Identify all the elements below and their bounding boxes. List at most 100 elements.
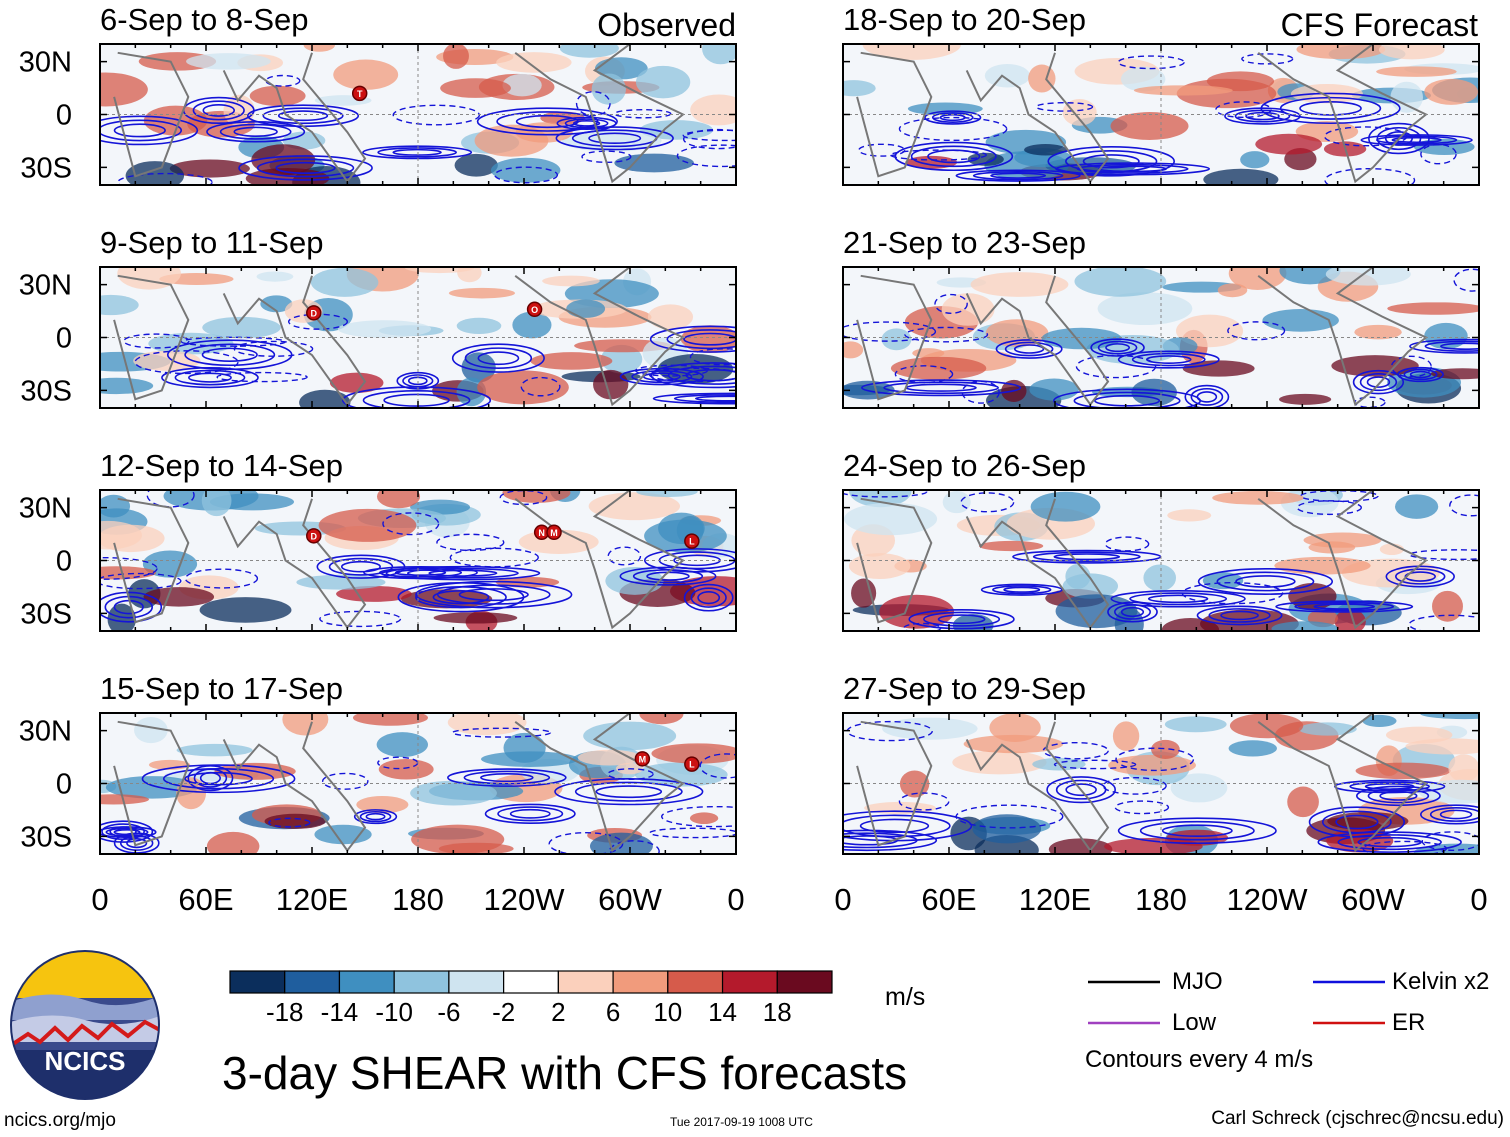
shear-blob <box>647 304 694 330</box>
shear-blob <box>1203 168 1279 185</box>
kelvin-dashed-contour <box>858 143 906 157</box>
kelvin-dashed-contour <box>607 768 654 781</box>
kelvin-contour <box>673 394 736 404</box>
legend-note: Contours every 4 m/s <box>1085 1046 1314 1073</box>
kelvin-contour <box>1391 136 1442 144</box>
storm-marker: D <box>306 305 322 321</box>
kelvin-dashed-contour <box>634 364 709 377</box>
shear-blob <box>376 732 428 758</box>
legend-label-kelvin: Kelvin x2 <box>1392 968 1490 995</box>
storm-marker: O <box>526 301 543 318</box>
y-tick-label: 30S <box>20 375 72 407</box>
kelvin-contour <box>1235 575 1296 588</box>
kelvin-contour <box>1094 394 1161 407</box>
kelvin-dashed-contour <box>903 622 942 631</box>
kelvin-contour <box>1139 820 1255 841</box>
kelvin-dashed-contour <box>1114 800 1170 815</box>
kelvin-contour <box>995 339 1063 359</box>
panel-observed-1: D O 30N 0 30S 9-Sep to 11-Sep <box>19 225 737 409</box>
panel-field <box>100 490 736 631</box>
shear-blob <box>583 721 677 751</box>
kelvin-contour <box>1395 568 1446 585</box>
shear-blob <box>941 293 995 326</box>
shear-blob <box>249 85 306 107</box>
panel-observed-3: M L 30N 0 30S 15-Sep to 17-Sep <box>19 671 737 855</box>
storm-symbol: L <box>689 537 695 547</box>
panels-layer: T 30N 0 30S 6-Sep to 8-Sep D O 30N 0 30S 9-Sep to … <box>19 2 1480 855</box>
shear-blob <box>1298 722 1357 736</box>
shear-blob <box>1432 590 1463 622</box>
shear-blob <box>448 287 515 299</box>
colorbar-tick-label: -14 <box>321 997 359 1027</box>
kelvin-contour <box>883 381 999 395</box>
panel-forecast-1: 21-Sep to 23-Sep <box>842 225 1480 409</box>
shear-blob <box>1062 573 1119 599</box>
shear-blob <box>862 44 962 60</box>
kelvin-contour <box>113 123 166 138</box>
x-tick-label: 120E <box>1019 882 1091 917</box>
storm-marker: T <box>351 85 368 102</box>
shear-blob <box>1030 491 1101 522</box>
y-tick-label: 0 <box>56 323 72 355</box>
kelvin-contour <box>1110 590 1246 608</box>
shear-blob <box>639 120 714 140</box>
shear-blob <box>881 328 912 351</box>
kelvin-contour <box>509 808 551 819</box>
shear-blob <box>461 352 496 383</box>
coastline <box>514 267 685 407</box>
storm-symbol: M <box>550 528 558 538</box>
kelvin-contour <box>476 107 618 136</box>
storm-marker: N <box>533 524 550 541</box>
panel-observed-2: D N M L 30N 0 30S 12-Sep to 14-Sep <box>19 448 737 632</box>
shear-blob <box>1395 494 1439 519</box>
shear-blob <box>1143 564 1177 592</box>
shear-blob <box>512 311 552 339</box>
shear-blob <box>299 389 351 408</box>
shear-blob <box>477 370 569 405</box>
shear-blob <box>984 63 1031 88</box>
kelvin-contour <box>463 770 551 785</box>
kelvin-dashed-contour <box>100 572 182 590</box>
x-tick-label: 0 <box>91 882 108 917</box>
kelvin-contour <box>161 366 259 389</box>
kelvin-contour <box>1294 601 1395 612</box>
shear-blob <box>329 372 384 393</box>
kelvin-contour <box>1161 824 1233 838</box>
kelvin-dashed-contour <box>960 492 1015 513</box>
shear-blob <box>1120 66 1166 92</box>
kelvin-contour <box>340 560 381 573</box>
kelvin-dashed-contour <box>1362 840 1448 854</box>
kelvin-contour <box>1147 594 1209 604</box>
kelvin-dashed-contour <box>608 840 660 854</box>
kelvin-contour <box>458 588 529 602</box>
kelvin-dashed-contour <box>1296 500 1362 516</box>
kelvin-contour <box>908 608 1015 630</box>
shear-blob <box>502 73 542 97</box>
kelvin-contour <box>1013 344 1045 354</box>
coastline <box>856 51 933 178</box>
coastline <box>113 497 190 624</box>
shear-blob <box>1131 378 1178 407</box>
kelvin-contour <box>316 554 406 579</box>
kelvin-contour <box>362 145 473 160</box>
shear-blob <box>404 267 475 274</box>
x-tick-label: 0 <box>834 882 851 917</box>
shear-blob <box>952 750 1047 775</box>
kelvin-dashed-contour <box>1324 167 1416 185</box>
kelvin-contour <box>464 347 533 370</box>
kelvin-dashed-contour <box>676 144 736 168</box>
y-tick-label: 30S <box>20 821 72 853</box>
panel-field <box>843 44 1479 185</box>
coastline <box>1257 713 1428 853</box>
shear-blob <box>942 491 971 514</box>
colorbar-swatch <box>393 970 450 994</box>
coastline <box>222 275 367 407</box>
shear-blob <box>454 153 498 177</box>
kelvin-contour <box>362 389 471 408</box>
shear-blob <box>1279 267 1341 285</box>
panel-field <box>100 267 736 408</box>
coastline <box>222 498 367 630</box>
kelvin-contour <box>219 123 292 140</box>
kelvin-dashed-contour <box>894 365 954 384</box>
